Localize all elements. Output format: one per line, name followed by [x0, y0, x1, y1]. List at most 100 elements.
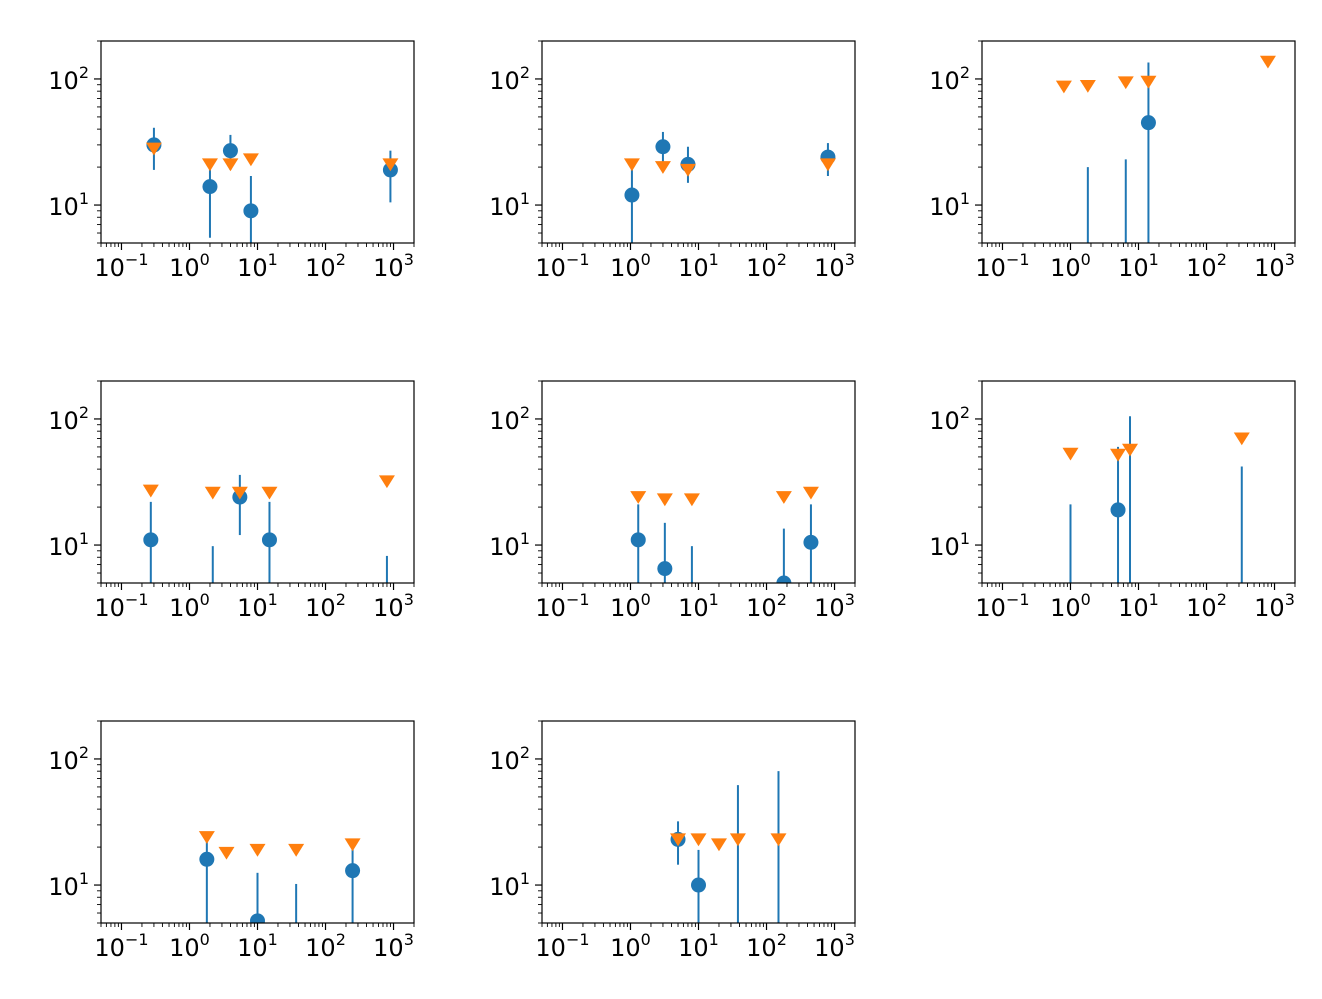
y-tick-label: 101 [489, 189, 530, 221]
detection-point [776, 575, 792, 583]
upper-limit-marker [344, 838, 361, 852]
x-tick-label: 103 [814, 930, 855, 962]
x-tick-label: 10−1 [535, 590, 589, 622]
upper-limit-marker [1062, 447, 1079, 461]
upper-limit-marker [288, 843, 305, 857]
upper-limit-marker [683, 493, 700, 507]
subplot-grb200522a: 10−1 100 101 102 103 101 102 [929, 40, 1296, 282]
x-tick-label: 10−1 [94, 930, 148, 962]
y-tick-label: 102 [48, 63, 89, 95]
axes-frame [981, 40, 1296, 244]
y-tick-label: 102 [929, 403, 970, 435]
detection-point [250, 913, 265, 923]
upper-limit-marker [261, 486, 278, 500]
x-tick-label: 100 [169, 590, 210, 622]
detection-point [655, 139, 671, 155]
x-tick-label: 101 [237, 250, 278, 282]
upper-limit-marker [679, 163, 696, 177]
axes-frame [541, 380, 856, 584]
upper-limit-marker [142, 484, 159, 498]
upper-limit-marker [654, 161, 671, 174]
x-tick-label: 100 [1050, 590, 1091, 622]
x-tick-label: 101 [237, 930, 278, 962]
y-tick-label: 102 [489, 403, 530, 435]
upper-limit-marker [204, 486, 221, 500]
axes-frame [541, 720, 856, 924]
upper-limit-marker [1140, 75, 1157, 89]
x-tick-label: 103 [373, 590, 414, 622]
x-tick-label: 102 [305, 930, 346, 962]
x-tick-label: 101 [237, 590, 278, 622]
subplot-grb200411a: 10−1 100 101 102 103 101 102 [489, 40, 856, 282]
upper-limit-marker [630, 491, 647, 504]
detection-point [143, 532, 159, 548]
y-tick-label: 101 [48, 869, 89, 901]
x-tick-label: 100 [610, 590, 651, 622]
upper-limit-marker [1110, 448, 1127, 462]
upper-limit-marker [775, 491, 792, 504]
x-tick-label: 103 [1254, 590, 1295, 622]
upper-limit-marker [623, 158, 640, 172]
x-tick-label: 101 [1118, 590, 1159, 622]
y-tick-label: 101 [48, 529, 89, 561]
x-tick-label: 100 [169, 250, 210, 282]
y-tick-label: 102 [929, 63, 970, 95]
y-tick-label: 102 [48, 743, 89, 775]
x-tick-label: 10−1 [535, 930, 589, 962]
axes-frame [100, 40, 415, 244]
y-tick-label: 101 [929, 189, 970, 221]
axes-frame [541, 40, 856, 244]
upper-limit-marker [729, 833, 746, 847]
upper-limit-marker [656, 493, 673, 507]
x-tick-label: 10−1 [975, 590, 1029, 622]
detection-point [243, 203, 259, 219]
detection-point [199, 851, 215, 867]
x-tick-label: 102 [746, 930, 787, 962]
detection-point [1110, 502, 1126, 518]
y-tick-label: 101 [489, 529, 530, 561]
plot-area [198, 831, 361, 923]
x-tick-label: 103 [1254, 250, 1295, 282]
y-tick-label: 102 [48, 403, 89, 435]
upper-limit-marker [1055, 80, 1072, 94]
x-tick-label: 10−1 [535, 250, 589, 282]
subplot-grb200907b: 10−1 100 101 102 103 101 102 [48, 380, 415, 622]
y-tick-label: 102 [489, 743, 530, 775]
detection-point [630, 532, 646, 548]
upper-limit-marker [770, 833, 787, 847]
y-tick-label: 101 [48, 189, 89, 221]
x-tick-label: 101 [1118, 250, 1159, 282]
x-tick-label: 102 [746, 250, 787, 282]
upper-limit-marker [242, 153, 259, 167]
plot-area [623, 131, 836, 243]
upper-limit-marker [690, 833, 707, 847]
detection-point [691, 877, 706, 893]
upper-limit-marker [201, 158, 218, 172]
detection-point [222, 143, 238, 159]
upper-limit-marker [802, 486, 819, 500]
axes-frame [981, 380, 1296, 584]
y-tick-label: 102 [489, 63, 530, 95]
x-tick-label: 101 [678, 590, 719, 622]
detection-point [657, 561, 673, 577]
x-tick-label: 102 [305, 250, 346, 282]
subplot-grb200219a: 10−1 100 101 102 103 101 102 [48, 40, 415, 282]
x-tick-label: 103 [373, 250, 414, 282]
subplot-grb230217a: 10−1 100 101 102 103 101 102 [489, 720, 856, 962]
upper-limit-marker [1117, 76, 1134, 90]
x-tick-label: 102 [1186, 590, 1227, 622]
upper-limit-marker [670, 833, 687, 847]
plot-area [142, 474, 395, 583]
upper-limit-marker [231, 486, 248, 500]
detection-point [202, 179, 218, 195]
y-tick-label: 101 [929, 529, 970, 561]
detection-point [261, 532, 277, 548]
detection-point [803, 534, 819, 550]
x-tick-label: 100 [169, 930, 210, 962]
subplot-grb210919a: 10−1 100 101 102 103 101 102 [929, 380, 1296, 622]
upper-limit-marker [1259, 55, 1276, 69]
upper-limit-marker [222, 158, 239, 172]
y-tick-label: 101 [489, 869, 530, 901]
detection-point [345, 863, 361, 879]
